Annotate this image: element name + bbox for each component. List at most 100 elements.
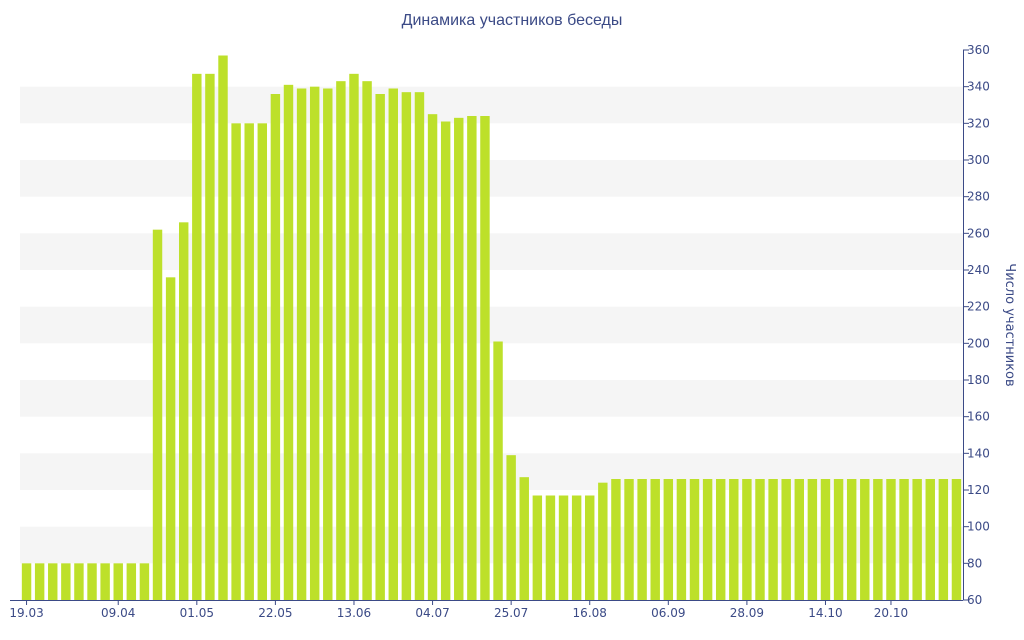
bar xyxy=(833,479,844,600)
y-tick-label: 120 xyxy=(967,483,990,497)
bar xyxy=(742,479,752,600)
bar xyxy=(440,121,451,600)
grid-band xyxy=(20,380,963,417)
y-tick-label: 280 xyxy=(967,190,990,204)
chart-title: Динамика участников беседы xyxy=(401,12,623,29)
x-tick-label: 04.07 xyxy=(415,606,449,620)
bar xyxy=(100,563,110,600)
bar xyxy=(362,81,372,601)
bar xyxy=(820,479,831,600)
bar xyxy=(296,88,307,600)
y-tick-label: 80 xyxy=(967,556,982,570)
bar xyxy=(938,479,949,600)
y-tick-label: 140 xyxy=(967,446,990,460)
bar xyxy=(545,495,556,600)
bar xyxy=(388,88,398,600)
y-tick-label: 100 xyxy=(967,520,990,534)
bar xyxy=(427,114,438,601)
bar xyxy=(650,479,660,600)
bar xyxy=(283,84,294,600)
bar xyxy=(165,277,176,600)
y-tick-label: 240 xyxy=(967,263,990,277)
grid-band xyxy=(20,160,963,197)
x-tick-label: 25.07 xyxy=(494,606,528,620)
bar xyxy=(873,479,883,600)
bar xyxy=(113,563,123,600)
bar xyxy=(270,94,281,600)
y-tick-label: 60 xyxy=(967,593,982,607)
bar xyxy=(506,455,516,600)
bar xyxy=(624,479,634,600)
bar xyxy=(689,479,700,600)
x-axis-ticks: 19.03 09.04 01.05 22.05 13.06 04.07 25.07 16.08… xyxy=(9,600,908,620)
bar xyxy=(846,479,857,600)
bar xyxy=(598,482,608,600)
bar xyxy=(218,55,228,600)
bar xyxy=(925,479,935,600)
grid-band xyxy=(20,233,963,270)
bar xyxy=(951,479,962,600)
bar xyxy=(585,495,595,600)
bar xyxy=(74,563,84,600)
bar xyxy=(807,479,818,600)
bar xyxy=(768,479,778,600)
bar xyxy=(663,479,674,600)
grid-bands xyxy=(20,86,963,564)
bar xyxy=(676,479,687,600)
bar xyxy=(519,477,529,600)
x-tick-label: 14.10 xyxy=(808,606,842,620)
bar xyxy=(755,479,765,600)
y-tick-label: 220 xyxy=(967,300,990,314)
grid-band xyxy=(20,453,963,490)
bar xyxy=(532,495,543,600)
bar xyxy=(257,123,268,600)
bar xyxy=(375,94,385,600)
bar xyxy=(912,479,922,600)
bar xyxy=(899,479,909,600)
y-tick-label: 300 xyxy=(967,153,990,167)
bar xyxy=(480,116,490,600)
bar xyxy=(48,563,58,600)
bar xyxy=(87,563,97,600)
bar xyxy=(139,563,150,600)
bar xyxy=(323,88,333,600)
x-tick-label: 19.03 xyxy=(9,606,43,620)
x-tick-label: 09.04 xyxy=(101,606,135,620)
x-tick-label: 13.06 xyxy=(337,606,371,620)
bar xyxy=(205,73,215,600)
bar xyxy=(336,81,346,601)
x-tick-label: 06.09 xyxy=(651,606,685,620)
bar xyxy=(152,229,163,601)
bar xyxy=(231,123,241,600)
x-tick-label: 20.10 xyxy=(874,606,908,620)
bar xyxy=(454,117,464,600)
bar xyxy=(558,495,569,600)
bar xyxy=(715,479,726,600)
bar xyxy=(886,479,896,600)
bar xyxy=(860,479,870,600)
y-tick-label: 360 xyxy=(967,43,990,57)
bar xyxy=(192,73,202,600)
y-tick-label: 160 xyxy=(967,410,990,424)
bar xyxy=(244,123,254,600)
bar xyxy=(309,86,320,601)
x-tick-label: 22.05 xyxy=(258,606,292,620)
bar xyxy=(467,116,477,600)
y-tick-label: 320 xyxy=(967,116,990,130)
axes xyxy=(10,50,964,601)
x-tick-label: 16.08 xyxy=(573,606,607,620)
bar xyxy=(61,563,71,600)
bar xyxy=(179,222,189,600)
bar xyxy=(794,479,804,600)
bar-series xyxy=(21,55,962,601)
y-tick-label: 260 xyxy=(967,226,990,240)
grid-band xyxy=(20,86,963,124)
bar xyxy=(401,92,412,601)
x-tick-label: 01.05 xyxy=(180,606,214,620)
bar xyxy=(611,479,621,600)
y-axis-title: Число участников xyxy=(1002,263,1017,386)
bar xyxy=(781,479,791,600)
bar xyxy=(21,563,32,600)
bar xyxy=(126,563,137,600)
